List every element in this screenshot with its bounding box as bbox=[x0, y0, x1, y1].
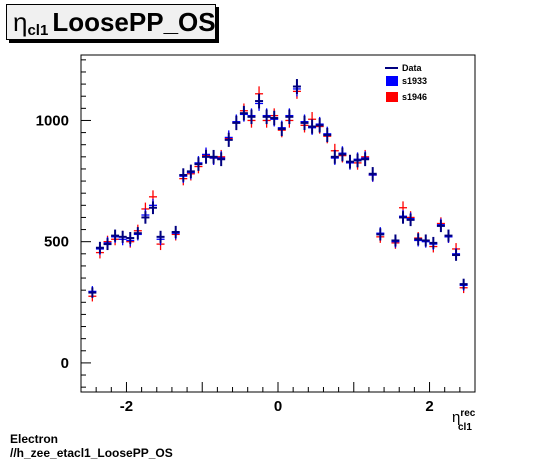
histogram-title: η cl1 LoosePP_OS bbox=[6, 4, 216, 40]
plot-frame bbox=[80, 54, 476, 393]
legend-label: Data bbox=[402, 63, 423, 73]
legend-swatch bbox=[386, 92, 398, 102]
series-s1946 bbox=[88, 83, 468, 302]
series-s1933 bbox=[88, 81, 468, 297]
series-data bbox=[88, 79, 468, 298]
legend: Data s1933 s1946 bbox=[385, 63, 427, 102]
x-tick-label: 0 bbox=[274, 398, 282, 415]
title-text: LoosePP_OS bbox=[52, 6, 216, 37]
x-tick-label: 2 bbox=[425, 398, 433, 415]
legend-label: s1946 bbox=[402, 92, 427, 102]
title-symbol: η bbox=[13, 6, 28, 37]
y-tick-label: 500 bbox=[44, 234, 69, 251]
y-tick-label: 0 bbox=[61, 355, 69, 372]
footer-label: Electron bbox=[10, 432, 59, 446]
x-axis-label: ηrec cl1 bbox=[452, 408, 476, 433]
title-subscript: cl1 bbox=[27, 21, 49, 39]
footer-path: //h_zee_etacl1_LoosePP_OS bbox=[10, 446, 173, 460]
legend-swatch bbox=[386, 76, 398, 86]
x-tick-label: -2 bbox=[120, 398, 133, 415]
y-tick-label: 1000 bbox=[36, 112, 69, 129]
legend-label: s1933 bbox=[402, 76, 427, 86]
